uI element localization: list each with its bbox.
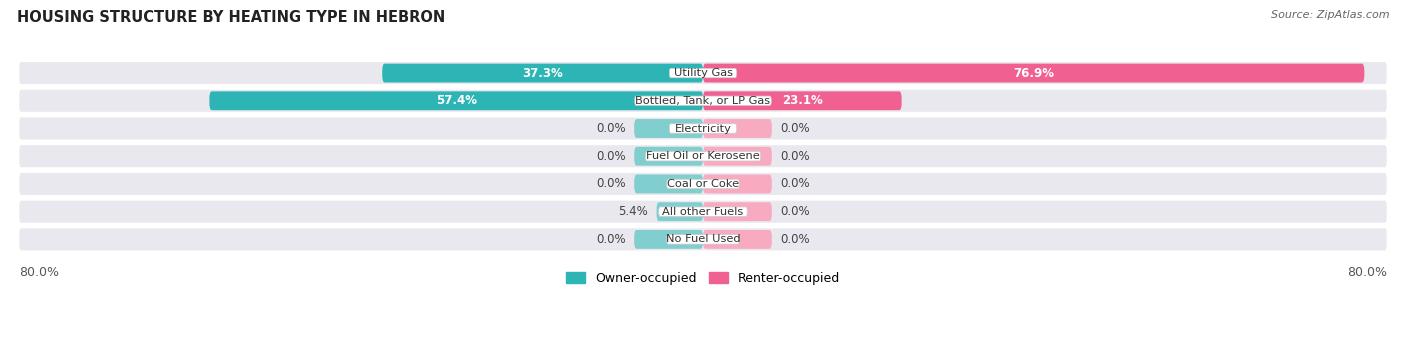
- FancyBboxPatch shape: [666, 235, 740, 244]
- FancyBboxPatch shape: [18, 171, 1388, 197]
- Text: Electricity: Electricity: [675, 123, 731, 134]
- Text: 57.4%: 57.4%: [436, 94, 477, 107]
- Text: 0.0%: 0.0%: [596, 177, 626, 190]
- Text: 5.4%: 5.4%: [619, 205, 648, 218]
- Text: 0.0%: 0.0%: [780, 150, 810, 163]
- FancyBboxPatch shape: [634, 174, 703, 193]
- FancyBboxPatch shape: [658, 207, 748, 216]
- FancyBboxPatch shape: [634, 119, 703, 138]
- Text: Bottled, Tank, or LP Gas: Bottled, Tank, or LP Gas: [636, 96, 770, 106]
- FancyBboxPatch shape: [18, 116, 1388, 141]
- Text: 0.0%: 0.0%: [780, 122, 810, 135]
- FancyBboxPatch shape: [18, 88, 1388, 114]
- FancyBboxPatch shape: [645, 152, 761, 161]
- Text: 0.0%: 0.0%: [596, 150, 626, 163]
- FancyBboxPatch shape: [703, 91, 901, 110]
- FancyBboxPatch shape: [209, 91, 703, 110]
- Text: All other Fuels: All other Fuels: [662, 207, 744, 217]
- Text: Source: ZipAtlas.com: Source: ZipAtlas.com: [1271, 10, 1389, 20]
- FancyBboxPatch shape: [18, 60, 1388, 86]
- FancyBboxPatch shape: [703, 230, 772, 249]
- FancyBboxPatch shape: [634, 230, 703, 249]
- Text: HOUSING STRUCTURE BY HEATING TYPE IN HEBRON: HOUSING STRUCTURE BY HEATING TYPE IN HEB…: [17, 10, 446, 25]
- FancyBboxPatch shape: [666, 179, 740, 189]
- Text: 0.0%: 0.0%: [780, 177, 810, 190]
- FancyBboxPatch shape: [18, 227, 1388, 252]
- FancyBboxPatch shape: [657, 202, 703, 221]
- FancyBboxPatch shape: [703, 174, 772, 193]
- FancyBboxPatch shape: [669, 68, 737, 78]
- Legend: Owner-occupied, Renter-occupied: Owner-occupied, Renter-occupied: [561, 267, 845, 290]
- Text: 37.3%: 37.3%: [522, 67, 562, 80]
- Text: 0.0%: 0.0%: [596, 233, 626, 246]
- FancyBboxPatch shape: [382, 64, 703, 83]
- Text: Fuel Oil or Kerosene: Fuel Oil or Kerosene: [647, 151, 759, 161]
- FancyBboxPatch shape: [703, 64, 1364, 83]
- Text: Coal or Coke: Coal or Coke: [666, 179, 740, 189]
- Text: Utility Gas: Utility Gas: [673, 68, 733, 78]
- Text: 76.9%: 76.9%: [1014, 67, 1054, 80]
- FancyBboxPatch shape: [703, 119, 772, 138]
- FancyBboxPatch shape: [669, 124, 737, 133]
- FancyBboxPatch shape: [634, 147, 703, 166]
- Text: 0.0%: 0.0%: [596, 122, 626, 135]
- Text: No Fuel Used: No Fuel Used: [665, 234, 741, 244]
- FancyBboxPatch shape: [634, 96, 772, 105]
- Text: 23.1%: 23.1%: [782, 94, 823, 107]
- FancyBboxPatch shape: [18, 199, 1388, 224]
- Text: 0.0%: 0.0%: [780, 205, 810, 218]
- Text: 80.0%: 80.0%: [1347, 266, 1386, 279]
- FancyBboxPatch shape: [18, 143, 1388, 169]
- Text: 80.0%: 80.0%: [20, 266, 59, 279]
- Text: 0.0%: 0.0%: [780, 233, 810, 246]
- FancyBboxPatch shape: [703, 202, 772, 221]
- FancyBboxPatch shape: [703, 147, 772, 166]
